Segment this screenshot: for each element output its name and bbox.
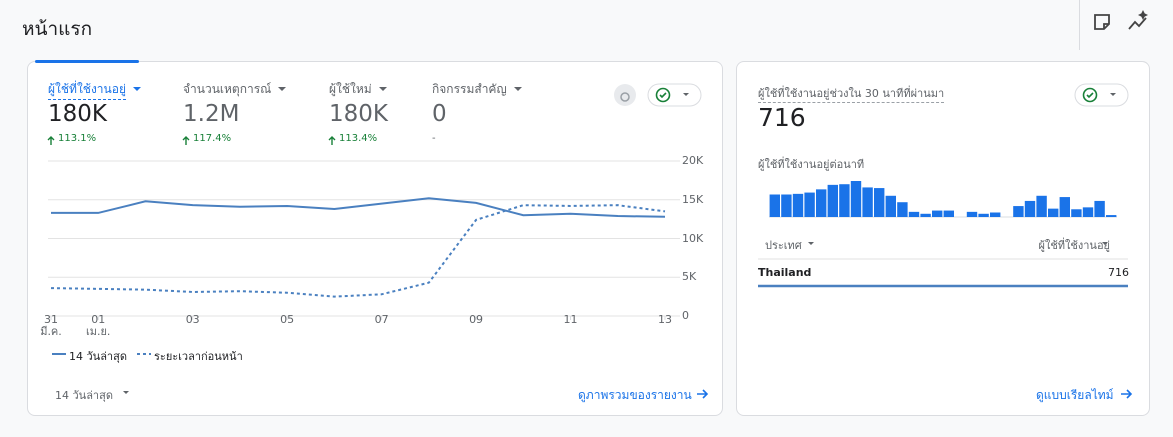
bar: [920, 213, 931, 217]
bar: [839, 184, 850, 217]
y-tick-label: 20K: [682, 154, 704, 167]
bar: [1059, 197, 1070, 217]
check-mark: [1086, 92, 1094, 99]
bar: [792, 193, 804, 217]
bar: [804, 192, 815, 217]
link-arrow[interactable]: [697, 389, 709, 399]
bar: [1082, 207, 1094, 217]
bar: [978, 213, 989, 217]
bar: [990, 212, 1001, 217]
realtime-link[interactable]: ดูแบบเรียลไทม์: [1036, 388, 1114, 402]
date-range-dropdown[interactable]: 14 วันล่าสุด: [55, 389, 113, 402]
active-tab-indicator: [35, 60, 139, 63]
bar: [781, 194, 792, 217]
bar: [1036, 195, 1047, 217]
bar: [862, 187, 873, 217]
dropdown-caret[interactable]: [123, 391, 129, 394]
dropdown-caret: [1102, 242, 1108, 245]
x-tick-label: 09: [469, 313, 484, 326]
insights-icon[interactable]: [1128, 9, 1149, 30]
dropdown-caret: [379, 87, 387, 91]
bar: [885, 195, 896, 217]
report-link[interactable]: ดูภาพรวมของรายงาน: [578, 388, 692, 402]
dropdown-caret: [278, 87, 286, 91]
bar: [1106, 215, 1117, 217]
bar-chart-title: ผู้ใช้ที่ใช้งานอยู่ต่อนาที: [758, 158, 865, 171]
metric-change: 113.1%: [58, 133, 97, 144]
metric-value: 180K: [329, 101, 388, 127]
dropdown-caret: [808, 242, 814, 245]
x-tick-label: 07: [374, 313, 389, 326]
metric-label[interactable]: จำนวนเหตุการณ์: [183, 82, 272, 96]
check-icon: [655, 87, 671, 103]
metric-change: 113.4%: [339, 133, 378, 144]
bar: [1071, 209, 1082, 217]
metric-value: 1.2M: [183, 101, 240, 127]
realtime-title: ผู้ใช้ที่ใช้งานอยู่ช่วงใน 30 นาทีที่ผ่าน…: [758, 84, 945, 103]
x-tick-label: 11: [563, 313, 578, 326]
check-mark: [659, 92, 667, 99]
series-line: [50, 204, 666, 298]
dropdown-caret: [1110, 93, 1116, 96]
bar: [816, 189, 827, 217]
x-tick-label: 13: [658, 313, 672, 326]
metric-label[interactable]: กิจกรรมสำคัญ: [432, 82, 507, 96]
badge-icon[interactable]: [614, 84, 636, 106]
metric-change: 117.4%: [193, 133, 232, 144]
dropdown-caret: [683, 93, 689, 96]
y-tick-label: 5K: [682, 270, 697, 284]
realtime-card: [736, 61, 1150, 416]
check-icon: [1082, 87, 1098, 103]
x-tick-label: 31 มี.ค.: [40, 313, 62, 338]
bar: [874, 188, 885, 217]
bar: [908, 211, 920, 217]
x-tick-label: 03: [185, 313, 200, 326]
bar: [1024, 200, 1036, 217]
bar: [850, 181, 862, 217]
legend-label: 14 วันล่าสุด: [69, 350, 127, 363]
x-tick-label: 05: [280, 313, 295, 326]
bar: [943, 210, 954, 217]
bar: [769, 194, 780, 217]
table-cell: Thailand: [758, 266, 812, 279]
bar: [827, 184, 838, 217]
realtime-value: 716: [758, 103, 806, 132]
y-tick-label: 10K: [682, 231, 704, 245]
page-title: หน้าแรก: [22, 18, 93, 40]
x-tick-label: 01 เม.ย.: [85, 313, 111, 338]
metric-value: 0: [432, 101, 447, 127]
legend-label: ระยะเวลาก่อนหน้า: [154, 350, 243, 363]
bar: [932, 210, 943, 217]
y-tick-label: 15K: [682, 192, 704, 206]
metric-value: 180K: [48, 101, 107, 127]
up-arrow: [328, 136, 336, 145]
badge-icon-glyph: [620, 92, 630, 102]
bar: [1048, 208, 1059, 217]
bar: [1094, 200, 1105, 217]
table-header[interactable]: ผู้ใช้ที่ใช้งานอยู่: [1038, 239, 1111, 252]
dropdown-caret: [514, 87, 522, 91]
bar: [897, 202, 908, 217]
bar: [1013, 206, 1024, 217]
up-arrow: [182, 136, 190, 145]
notes-icon[interactable]: [1094, 14, 1110, 30]
link-arrow[interactable]: [1121, 389, 1133, 399]
up-arrow: [47, 136, 55, 145]
table-cell: 716: [1108, 266, 1129, 279]
divider: [1079, 0, 1080, 50]
metric-label[interactable]: ผู้ใช้ที่ใช้งานอยู่: [48, 80, 126, 100]
dropdown-caret: [133, 87, 141, 91]
series-line: [51, 197, 666, 218]
metric-label[interactable]: ผู้ใช้ใหม่: [329, 82, 372, 96]
y-tick-label: 0: [682, 309, 689, 322]
table-header[interactable]: ประเทศ: [765, 239, 802, 252]
metric-change: -: [432, 133, 436, 144]
bar: [966, 211, 978, 217]
